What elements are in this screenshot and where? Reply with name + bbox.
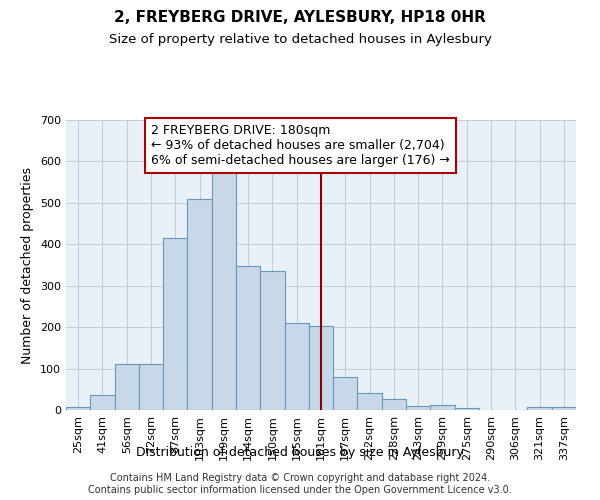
Bar — [212, 170, 236, 410]
Bar — [309, 326, 333, 410]
Y-axis label: Number of detached properties: Number of detached properties — [22, 166, 34, 364]
Text: Distribution of detached houses by size in Aylesbury: Distribution of detached houses by size … — [136, 446, 464, 459]
Bar — [284, 323, 309, 410]
Bar — [430, 405, 455, 410]
Bar — [552, 407, 576, 410]
Bar — [382, 399, 406, 410]
Text: 2, FREYBERG DRIVE, AYLESBURY, HP18 0HR: 2, FREYBERG DRIVE, AYLESBURY, HP18 0HR — [114, 10, 486, 25]
Bar — [187, 198, 212, 410]
Bar — [455, 408, 479, 410]
Bar — [406, 406, 430, 410]
Bar — [66, 406, 90, 410]
Bar — [90, 394, 115, 410]
Text: Contains HM Land Registry data © Crown copyright and database right 2024.
Contai: Contains HM Land Registry data © Crown c… — [88, 474, 512, 495]
Text: Size of property relative to detached houses in Aylesbury: Size of property relative to detached ho… — [109, 32, 491, 46]
Bar — [358, 394, 382, 410]
Bar — [260, 271, 284, 410]
Bar — [333, 377, 358, 410]
Bar — [139, 364, 163, 410]
Bar — [236, 266, 260, 410]
Text: 2 FREYBERG DRIVE: 180sqm
← 93% of detached houses are smaller (2,704)
6% of semi: 2 FREYBERG DRIVE: 180sqm ← 93% of detach… — [151, 124, 450, 167]
Bar — [115, 364, 139, 410]
Bar — [163, 238, 187, 410]
Bar — [527, 407, 552, 410]
